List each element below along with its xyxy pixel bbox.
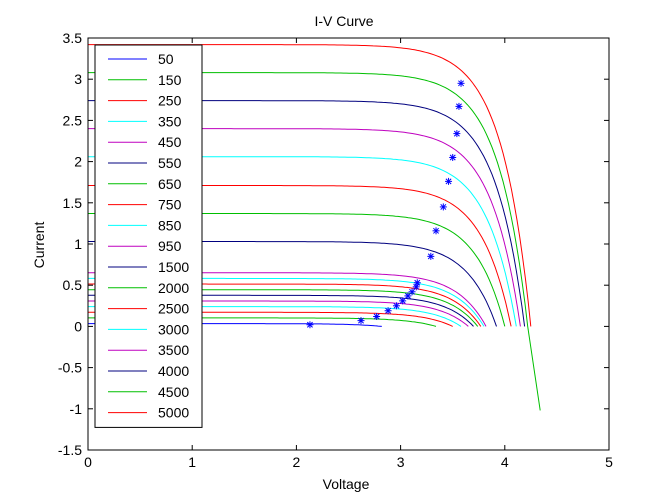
x-axis-label: Voltage [323,476,370,492]
legend-entry-2500: 2500 [158,301,189,317]
legend-entry-3500: 3500 [158,342,189,358]
y-tick-label: -1.5 [58,442,82,458]
y-tick-label: -1 [70,401,83,417]
legend: 50 150 250 350 450 550 650 750 850 950 1500 2000 250… [94,44,203,428]
legend-entry-250: 250 [158,93,182,109]
mpp-marker-3000 [445,177,453,185]
legend-entry-850: 850 [158,217,182,233]
x-tick-label: 1 [188,454,196,470]
mpp-marker-550 [399,297,407,305]
mpp-marker-750 [408,288,416,296]
legend-entry-450: 450 [158,134,182,150]
y-tick-label: 0 [74,318,82,334]
mpp-marker-4500 [455,102,463,110]
legend-entry-4000: 4000 [158,363,189,379]
y-tick-label: 0.5 [63,277,83,293]
y-tick-label: -0.5 [58,360,82,376]
y-tick-label: 3 [74,71,82,87]
mpp-marker-2500 [439,203,447,211]
legend-entry-1500: 1500 [158,259,189,275]
y-tick-label: 2 [74,154,82,170]
mpp-marker-4000 [453,130,461,138]
legend-entry-550: 550 [158,155,182,171]
legend-entry-50: 50 [158,51,174,67]
y-tick-label: 1.5 [63,195,83,211]
mpp-marker-3500 [449,153,457,161]
legend-entry-3000: 3000 [158,321,189,337]
x-tick-label: 0 [84,454,92,470]
mpp-marker-450 [392,302,400,310]
legend-entry-750: 750 [158,197,182,213]
legend-entry-5000: 5000 [158,405,189,421]
axes: 0 1 2 3 4 5 -1.5 -1 -0.5 0 0.5 1 1.5 2 2.5 3 3.5 [58,30,613,470]
mpp-marker-950 [413,279,421,287]
mpp-marker-250 [373,313,381,321]
legend-entry-4500: 4500 [158,384,189,400]
mpp-marker-50 [306,321,314,329]
y-tick-label: 3.5 [63,30,83,46]
y-tick-label: 2.5 [63,112,83,128]
mpp-marker-350 [384,307,392,315]
mpp-marker-1500 [427,252,435,260]
legend-box [94,44,203,428]
legend-entry-350: 350 [158,113,182,129]
x-tick-label: 2 [293,454,301,470]
y-tick-label: 1 [74,236,82,252]
legend-entry-2000: 2000 [158,280,189,296]
y-axis-label: Current [31,222,47,269]
mpp-marker-2000 [432,227,440,235]
legend-entry-650: 650 [158,176,182,192]
x-tick-label: 4 [501,454,509,470]
legend-entry-150: 150 [158,72,182,88]
mpp-marker-150 [357,317,365,325]
x-tick-label: 5 [605,454,613,470]
mpp-marker-5000 [457,79,465,87]
legend-entry-950: 950 [158,238,182,254]
x-tick-label: 3 [397,454,405,470]
chart-title: I-V Curve [314,13,373,29]
